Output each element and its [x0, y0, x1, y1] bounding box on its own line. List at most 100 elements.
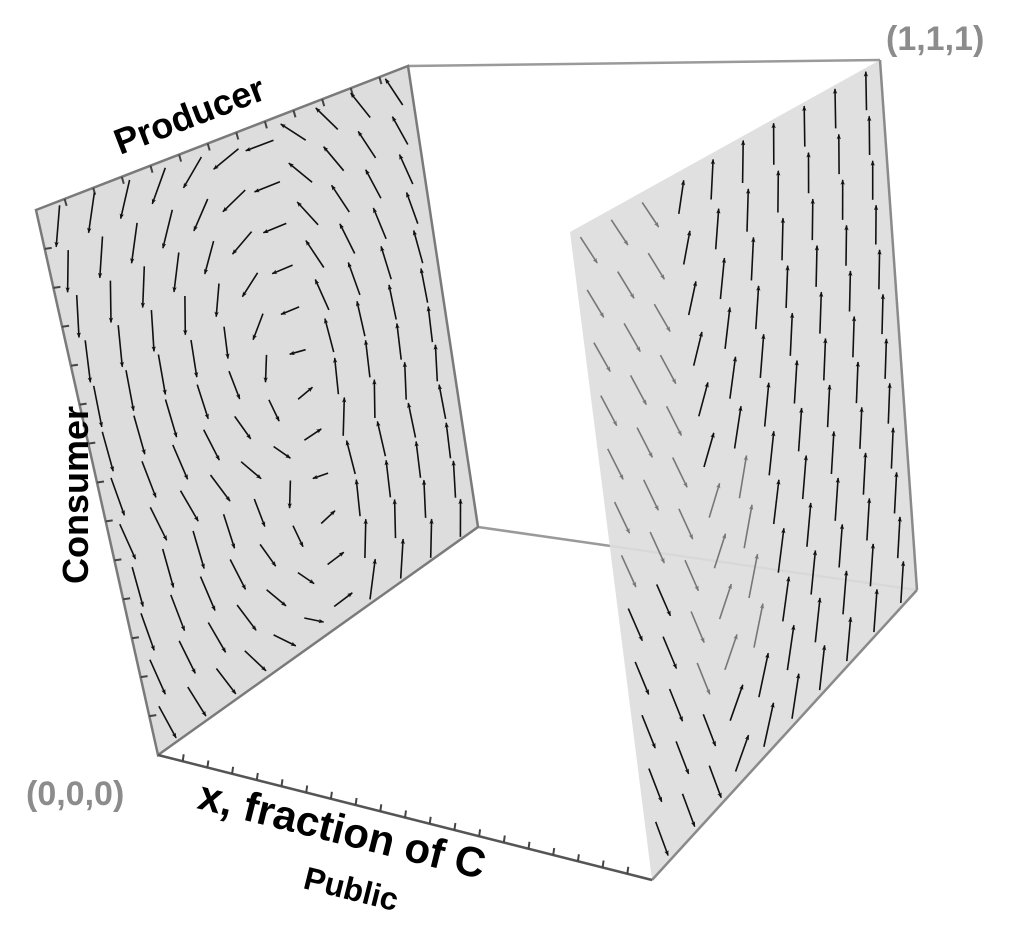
vector-arrow	[890, 427, 896, 469]
vector-arrow	[579, 236, 598, 264]
vector-arrow	[593, 342, 611, 372]
vector-arrow	[263, 354, 268, 383]
vector-arrow	[896, 516, 902, 559]
vector-arrow	[887, 382, 892, 424]
vector-arrow	[866, 497, 872, 541]
vector-arrow	[793, 360, 799, 404]
vector-arrow	[354, 479, 361, 517]
vector-arrow	[777, 527, 786, 573]
vector-arrow	[814, 245, 820, 287]
vector-arrow	[641, 201, 660, 228]
vector-arrow	[786, 624, 796, 671]
vector-arrow	[629, 375, 648, 406]
consumer-axis-tick	[149, 714, 157, 718]
vector-arrow	[763, 702, 775, 747]
vector-arrow	[398, 154, 414, 185]
vector-arrow	[214, 283, 220, 318]
vector-arrow	[814, 597, 822, 643]
vector-arrow	[75, 295, 81, 338]
vector-arrow	[838, 523, 845, 568]
vector-arrow	[745, 188, 751, 232]
vector-arrow	[140, 266, 146, 309]
vector-arrow	[668, 688, 684, 722]
vector-arrow	[647, 252, 666, 280]
vector-arrow	[289, 348, 306, 355]
vector-arrow	[273, 634, 297, 647]
vector-field-x0	[54, 78, 463, 739]
vector-arrow	[372, 207, 387, 240]
vector-arrow	[259, 543, 277, 567]
x-axis-tick	[231, 766, 235, 774]
vector-arrow	[229, 559, 247, 590]
x-axis-tick	[255, 772, 259, 781]
vector-arrow	[421, 479, 427, 518]
vector-arrow	[768, 430, 776, 476]
vector-arrow	[372, 379, 377, 419]
x-axis-tick	[428, 816, 432, 824]
vector-arrow	[698, 381, 709, 417]
vector-arrow	[690, 611, 705, 644]
vector-arrow	[158, 705, 177, 739]
vector-arrow	[671, 457, 688, 488]
vector-arrow	[842, 570, 849, 615]
vector-arrow	[855, 361, 860, 404]
vector-arrow	[119, 523, 137, 560]
vector-arrow	[823, 337, 828, 381]
vector-arrow	[161, 209, 174, 249]
vector-arrow	[818, 291, 824, 334]
vector-arrow	[880, 293, 886, 335]
vector-arrow	[405, 191, 419, 224]
x-axis-tick	[552, 847, 556, 856]
vector-arrow	[245, 139, 274, 152]
vector-arrow	[851, 315, 857, 358]
producer-axis-tick	[235, 132, 240, 140]
vector-arrow	[357, 130, 377, 159]
producer-axis-tick	[378, 76, 383, 85]
vector-arrow	[801, 455, 808, 500]
vector-arrow	[380, 245, 392, 280]
vector-arrow	[236, 604, 257, 631]
vector-arrow	[734, 734, 750, 772]
vector-arrow	[140, 613, 155, 651]
vector-arrow	[433, 344, 439, 382]
vector-arrow	[223, 326, 230, 360]
x-axis-tick	[280, 779, 284, 787]
vector-arrow	[65, 250, 70, 293]
vector-arrow	[355, 300, 366, 337]
vector-arrow	[252, 313, 264, 341]
vector-arrow	[681, 793, 696, 828]
vector-arrow	[253, 498, 266, 528]
consumer-axis-tick	[96, 480, 105, 484]
x-axis-edge	[157, 753, 653, 882]
vector-arrow	[320, 510, 336, 525]
vector-arrow	[87, 192, 96, 234]
face-x0	[34, 64, 480, 758]
vector-arrow	[600, 395, 618, 427]
vector-arrow	[196, 384, 209, 420]
vector-arrow	[623, 323, 641, 352]
vector-arrow	[738, 454, 748, 499]
vector-arrow	[347, 261, 361, 296]
vector-arrow	[412, 229, 424, 264]
vector-arrow	[665, 405, 683, 436]
vector-arrow	[750, 236, 756, 281]
vector-arrow	[363, 518, 368, 559]
vector-field-x1	[579, 71, 906, 857]
consumer-axis-tick	[131, 636, 140, 640]
vector-arrow	[364, 169, 382, 199]
vector-arrow	[759, 333, 766, 378]
vector-arrow	[702, 714, 717, 747]
vector-arrow	[748, 553, 759, 599]
vector-arrow	[653, 303, 671, 332]
vector-arrow	[231, 231, 253, 255]
vector-arrow	[414, 440, 422, 478]
vector-arrow	[151, 167, 167, 205]
vector-arrow	[315, 107, 339, 130]
vector-arrow	[893, 471, 899, 514]
vector-arrow	[240, 461, 262, 480]
x-axis-tick	[576, 854, 580, 862]
vector-arrow	[789, 312, 795, 356]
corner-label-max: (1,1,1)	[886, 20, 984, 58]
vector-arrow	[280, 306, 300, 316]
vector-arrow	[244, 650, 267, 672]
